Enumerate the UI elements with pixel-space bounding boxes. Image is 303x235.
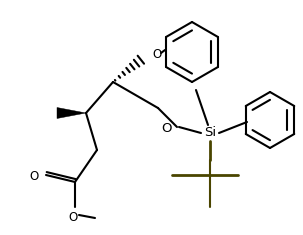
Text: O: O — [30, 169, 39, 183]
Text: O: O — [152, 47, 161, 60]
Polygon shape — [57, 107, 86, 118]
Text: Si: Si — [204, 126, 216, 140]
Text: O: O — [161, 122, 172, 136]
Text: O: O — [68, 211, 78, 224]
